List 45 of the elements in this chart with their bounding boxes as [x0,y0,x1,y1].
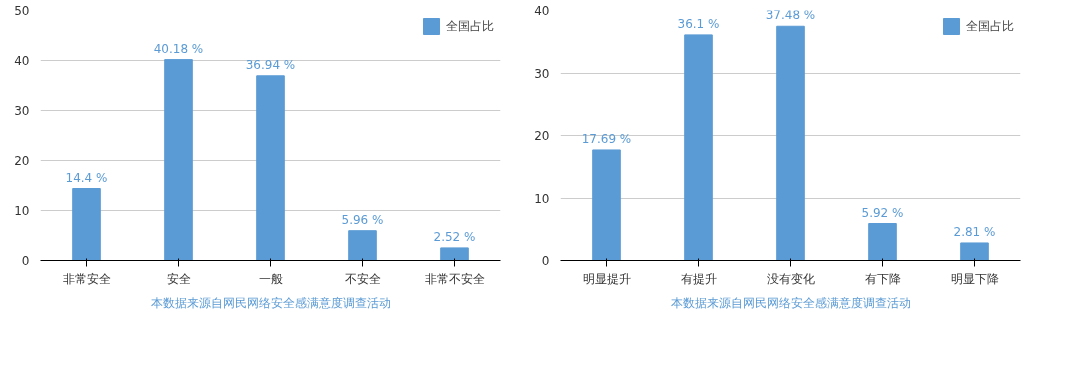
bar [256,75,285,261]
bar [164,59,193,261]
x-tick-label: 有下降 [864,271,901,286]
x-tick-label: 一般 [258,271,283,286]
y-tick-label: 40 [534,4,550,18]
x-tick-label: 不安全 [344,271,381,286]
x-tick-label: 明显下降 [950,271,999,286]
y-tick-label: 10 [14,204,30,218]
bar [684,34,713,261]
data-label: 2.52 % [433,229,476,244]
x-tick-label: 非常安全 [62,271,111,286]
bar [348,230,377,261]
bar [960,242,989,261]
y-tick-label: 20 [14,154,30,168]
y-tick-label: 40 [14,54,30,68]
y-tick-label: 10 [534,191,550,206]
bar [776,25,805,261]
bar [868,223,897,261]
bar [592,149,621,261]
data-label: 36.1 % [677,16,720,31]
bar [440,247,469,261]
y-tick-label: 50 [14,4,30,18]
data-label: 5.92 % [861,205,904,220]
x-tick-label: 没有变化 [766,271,815,286]
data-label: 5.96 % [341,212,384,227]
y-tick-label: 0 [541,254,550,268]
x-tick-label: 明显提升 [582,271,631,286]
data-label: 17.69 % [581,131,632,146]
data-label: 36.94 % [245,57,296,72]
bar [72,188,101,261]
data-label: 2.81 % [953,224,996,239]
y-tick-label: 20 [534,129,550,143]
legend-label: 全国占比 [446,17,494,35]
y-tick-label: 30 [534,66,550,81]
y-tick-label: 0 [21,254,30,268]
x-tick-label: 有提升 [680,271,717,286]
data-label: 40.18 % [153,41,204,56]
y-tick-label: 30 [14,104,30,118]
x-tick-label: 非常不安全 [424,271,485,286]
data-label: 37.48 % [765,8,816,23]
text: 本数据来源自网民网络安全感满意度调查活动 [150,295,391,310]
text: 本数据来源自网民网络安全感满意度调查活动 [670,295,911,310]
data-label: 14.4 % [65,170,108,185]
x-tick-label: 安全 [166,271,191,286]
legend-label: 全国占比 [966,17,1014,35]
